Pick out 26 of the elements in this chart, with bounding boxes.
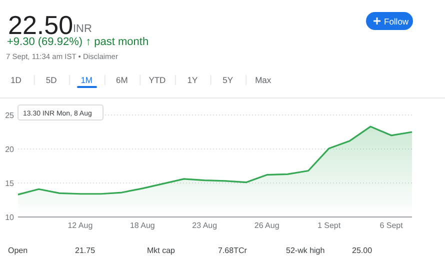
x-tick-label: 23 Aug (192, 221, 218, 230)
text: YTD (148, 75, 166, 85)
text: 52-wk high (286, 246, 325, 255)
text: 5Y (222, 75, 234, 85)
text: 1D (10, 75, 22, 85)
text: 25.00 (352, 246, 373, 255)
x-tick-label: 1 Sept (317, 221, 342, 230)
y-tick-label: 20 (5, 145, 15, 154)
text: 7.68TCr (218, 246, 248, 255)
text: 1M (80, 75, 93, 85)
text: Open (8, 246, 28, 255)
text: INR (73, 23, 92, 35)
x-tick-label: 18 Aug (130, 221, 155, 230)
y-tick-label: 15 (5, 179, 15, 188)
text: Max (255, 75, 272, 85)
text: Follow (384, 16, 410, 26)
text: 21.75 (75, 246, 96, 255)
x-tick-label: 12 Aug (68, 221, 93, 230)
y-tick-label: 25 (5, 111, 15, 120)
x-tick-label: 6 Sept (380, 221, 404, 230)
text: 6M (116, 75, 128, 85)
x-tick-label: 26 Aug (254, 221, 280, 230)
y-tick-label: 10 (5, 213, 15, 222)
text: Mkt cap (147, 246, 176, 255)
text: 5D (46, 75, 57, 85)
text: 1Y (187, 75, 198, 85)
